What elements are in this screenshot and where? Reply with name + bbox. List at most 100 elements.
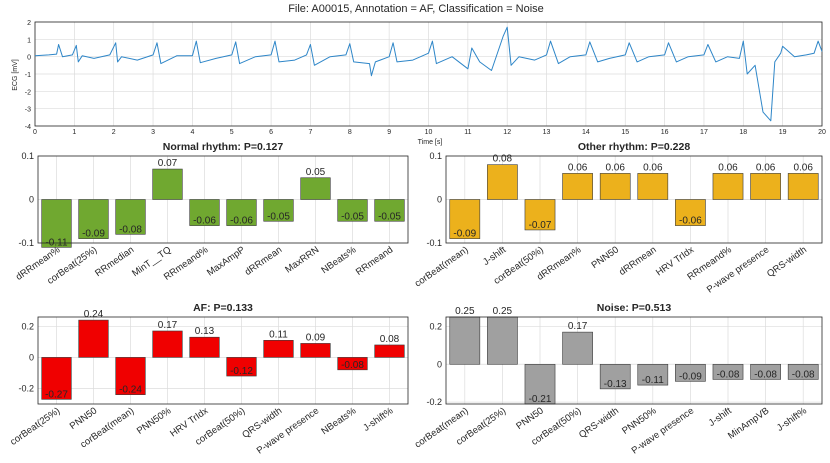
ecg-y-tick-label: 1: [27, 37, 31, 44]
x-category-label: MaxAmpP: [205, 244, 247, 278]
bar: [189, 336, 220, 358]
bar: [115, 199, 146, 235]
bar: [263, 199, 294, 222]
bar: [449, 199, 481, 239]
ecg-y-tick-label: -3: [25, 107, 31, 114]
noise-title: Noise: P=0.513: [597, 302, 672, 314]
bar: [374, 344, 405, 358]
bar-value-label: -0.07: [529, 220, 552, 231]
ecg-x-tick-label: 13: [543, 129, 551, 136]
x-category-label: J-shift%: [775, 405, 809, 434]
bar: [115, 357, 146, 395]
bar: [152, 330, 183, 358]
ecg-x-tick-label: 20: [818, 129, 826, 136]
bar-value-label: -0.05: [378, 211, 401, 222]
noise-axes-box: [445, 316, 823, 405]
bar-value-label: 0.06: [568, 162, 588, 173]
bar: [787, 363, 819, 380]
y-tick-label: -0.1: [426, 238, 442, 248]
x-category-label: PNN50: [590, 244, 621, 271]
x-category-label: J-shift: [481, 244, 508, 268]
ecg-x-tick-label: 3: [151, 129, 155, 136]
bar: [41, 199, 72, 248]
bar-value-label: -0.09: [82, 229, 105, 240]
bar: [189, 199, 220, 226]
bar-value-label: -0.05: [267, 211, 290, 222]
bar-value-label: -0.06: [230, 216, 253, 227]
y-tick-label: 0.1: [429, 151, 442, 161]
bar-value-label: 0.06: [643, 162, 663, 173]
bar-value-label: 0.17: [158, 320, 178, 331]
bar-value-label: -0.08: [754, 369, 777, 380]
x-category-label: NBeats%: [319, 405, 358, 437]
bar-value-label: -0.12: [230, 366, 253, 377]
ecg-x-tick-label: 9: [387, 129, 391, 136]
bar-value-label: 0.11: [269, 329, 288, 340]
ecg-x-tick-label: 8: [348, 129, 352, 136]
x-category-label: MinAmpVB: [726, 405, 771, 441]
bar-value-label: -0.08: [717, 369, 740, 380]
bar: [487, 316, 518, 365]
bar: [524, 199, 556, 231]
x-category-label: NBeats%: [319, 244, 358, 276]
x-category-label: P-wave presence: [255, 405, 321, 456]
bar: [637, 173, 669, 200]
y-tick-label: 0.2: [429, 321, 442, 331]
bar: [675, 199, 706, 226]
ecg-x-tick-label: 11: [464, 129, 471, 136]
bar: [599, 173, 631, 200]
bar: [562, 173, 593, 200]
af-axes-box: [37, 316, 409, 405]
ecg-x-tick-label: 1: [72, 129, 76, 136]
bar: [637, 363, 669, 386]
bar-value-label: 0.25: [455, 306, 475, 317]
y-tick-label: 0: [437, 195, 442, 205]
bar-value-label: 0.08: [493, 154, 513, 165]
bar-value-label: 0.09: [306, 332, 326, 343]
ecg-x-tick-label: 10: [425, 129, 433, 136]
bar: [226, 199, 257, 226]
ecg-x-tick-label: 5: [230, 129, 234, 136]
ecg-x-tick-label: 12: [503, 129, 511, 136]
bar-value-label: 0.05: [306, 167, 326, 178]
ecg-x-tick-label: 19: [779, 129, 787, 136]
y-tick-label: -0.2: [426, 397, 442, 407]
bar: [152, 168, 183, 200]
bar: [300, 343, 331, 358]
x-category-label: MaxRRN: [283, 244, 321, 275]
ecg-y-tick-label: -2: [25, 89, 31, 96]
bar-value-label: 0.06: [718, 162, 738, 173]
ecg-y-tick-label: -1: [25, 72, 31, 79]
bar: [41, 357, 72, 400]
bar: [750, 363, 781, 380]
y-tick-label: -0.2: [18, 383, 34, 393]
bar: [750, 173, 781, 200]
x-category-label: J-shift%: [361, 405, 395, 434]
ecg-y-tick-label: 2: [27, 20, 31, 27]
bar: [562, 331, 593, 365]
bar: [487, 164, 518, 200]
bar: [337, 357, 368, 371]
bar-value-label: -0.09: [453, 229, 476, 240]
ecg-x-axis-label: Time [s]: [418, 139, 443, 146]
bar-value-label: 0.06: [605, 162, 625, 173]
ecg-x-tick-label: 4: [190, 129, 194, 136]
ecg-x-tick-label: 16: [661, 129, 669, 136]
bar-value-label: -0.06: [193, 216, 216, 227]
bar-value-label: 0.17: [568, 321, 588, 332]
x-category-label: QRS-width: [577, 405, 621, 440]
bar-value-label: 0.25: [493, 306, 513, 317]
y-tick-label: 0: [29, 352, 34, 362]
bar: [263, 340, 294, 358]
bar-value-label: -0.13: [604, 379, 627, 390]
x-category-label: RRmeand: [354, 244, 395, 278]
x-category-label: corBeat(25%): [8, 405, 62, 447]
x-category-label: PNN50: [68, 405, 99, 432]
ecg-y-axis-label: ECG [mV]: [12, 59, 19, 91]
bar-value-label: 0.08: [380, 334, 400, 345]
other-rhythm-axes-box: [445, 155, 823, 244]
x-category-label: PNN50: [514, 405, 545, 432]
bar-value-label: -0.05: [341, 211, 364, 222]
bar-value-label: -0.11: [642, 375, 664, 386]
